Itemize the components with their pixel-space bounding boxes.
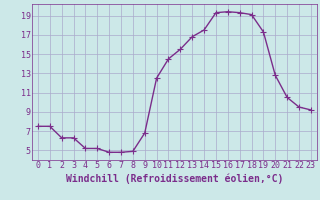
X-axis label: Windchill (Refroidissement éolien,°C): Windchill (Refroidissement éolien,°C): [66, 173, 283, 184]
